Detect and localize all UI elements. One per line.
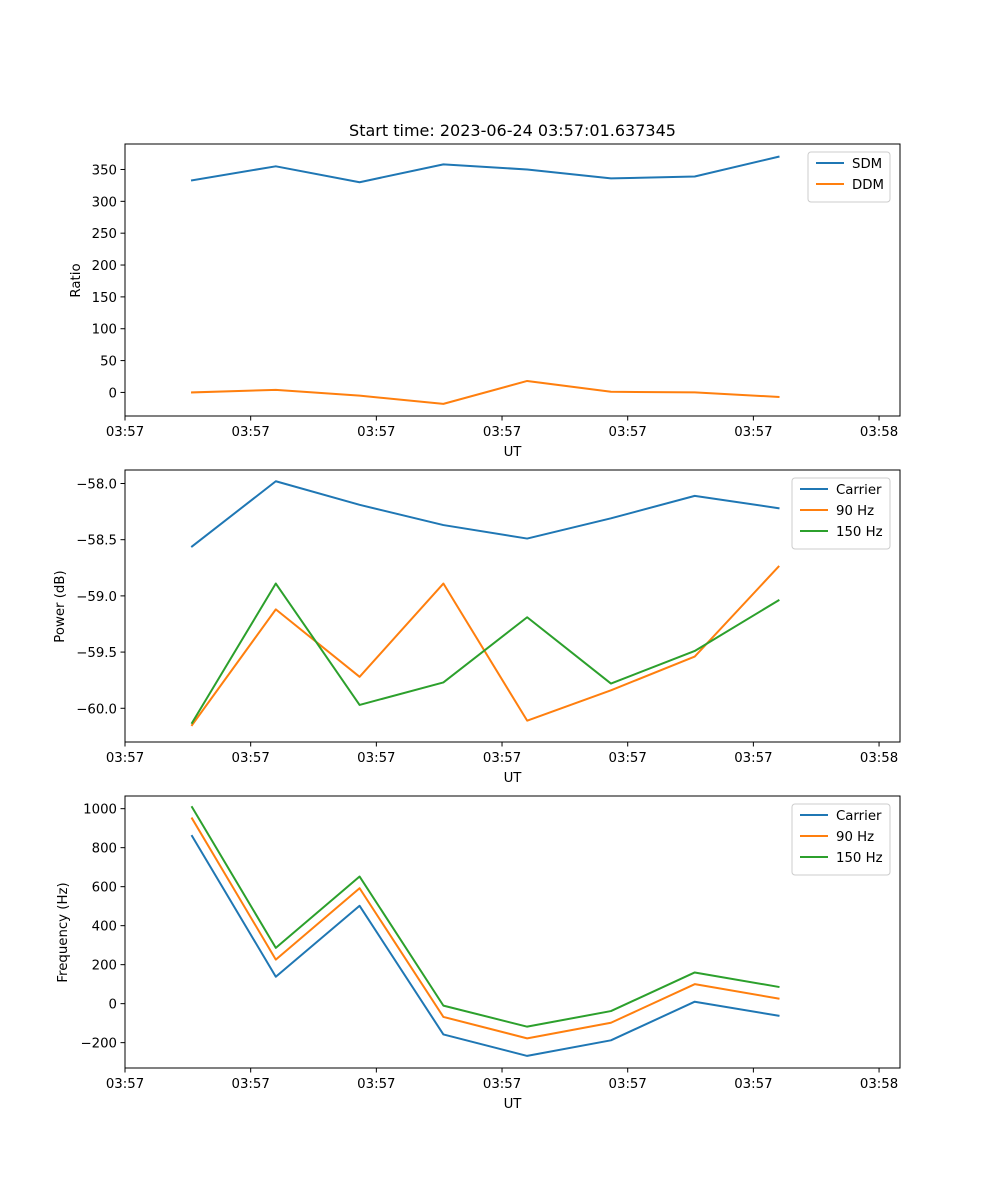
frequency-axes-frame <box>124 795 901 1069</box>
ratio-x-tick-label: 03:58 <box>860 425 898 440</box>
frequency-y-tick-label: 200 <box>92 959 117 974</box>
ratio-x-tick-label: 03:57 <box>357 425 395 440</box>
power-legend-label: 150 Hz <box>836 525 883 540</box>
ratio-legend-box <box>807 151 891 203</box>
power-x-tick-label: 03:57 <box>357 751 395 766</box>
ratio-y-tick-label: 250 <box>92 227 117 242</box>
power-x-axis-label: UT <box>504 771 523 786</box>
ratio-series-ddm-line <box>191 379 780 405</box>
power-y-axis-label: Power (dB) <box>53 570 68 642</box>
power-y-tick-label: −60.0 <box>76 702 117 717</box>
frequency-legend: Carrier 90 Hz 150 Hz <box>791 803 891 876</box>
ratio-y-tick-label: 350 <box>92 163 117 178</box>
ratio-x-tick-label: 03:57 <box>106 425 144 440</box>
power-x-tick-label: 03:57 <box>734 751 772 766</box>
ratio-legend-label: DDM <box>852 178 884 193</box>
power-x-tick-label: 03:57 <box>232 751 270 766</box>
power-y-tick-label: −59.5 <box>76 646 117 661</box>
power-axes-frame <box>124 469 901 743</box>
ratio-axes-frame <box>124 143 901 417</box>
power-y-tick-label: −58.5 <box>76 534 117 549</box>
frequency-legend-label: Carrier <box>836 809 882 824</box>
ratio-y-axis-label: Ratio <box>69 263 84 297</box>
power-legend: Carrier 90 Hz 150 Hz <box>791 477 891 550</box>
ratio-y-tick-label: 50 <box>100 355 117 370</box>
frequency-x-tick-label: 03:57 <box>609 1077 647 1092</box>
ratio-y-tick-label: 100 <box>92 323 117 338</box>
power-x-tick-label: 03:57 <box>483 751 521 766</box>
ratio-panel: 03:57 03:57 03:57 03:57 03:57 03:57 03:58 0 50 10… <box>69 143 901 460</box>
frequency-x-tick-label: 03:57 <box>483 1077 521 1092</box>
power-series-carrier-line <box>190 480 780 548</box>
frequency-y-tick-label: 400 <box>92 920 117 935</box>
power-series-150-hz-line <box>190 582 780 725</box>
power-x-tick-label: 03:57 <box>609 751 647 766</box>
power-x-tick-label: 03:58 <box>860 751 898 766</box>
ratio-y-tick-label: 300 <box>92 195 117 210</box>
frequency-y-tick-label: 800 <box>92 842 117 857</box>
ratio-x-tick-label: 03:57 <box>483 425 521 440</box>
frequency-plot-area: 03:57 03:57 03:57 03:57 03:57 03:57 03:58 −200 0… <box>80 795 901 1092</box>
frequency-x-tick-label: 03:57 <box>734 1077 772 1092</box>
frequency-x-tick-label: 03:57 <box>106 1077 144 1092</box>
power-legend-label: Carrier <box>836 483 882 498</box>
ratio-legend: SDM DDM <box>807 151 891 203</box>
ratio-y-tick-label: 150 <box>92 291 117 306</box>
ratio-legend-label: SDM <box>852 157 882 172</box>
power-plot-area: 03:57 03:57 03:57 03:57 03:57 03:57 03:58 −60.0… <box>76 469 901 766</box>
frequency-x-axis-label: UT <box>504 1097 523 1112</box>
power-y-tick-label: −59.0 <box>76 590 117 605</box>
power-series-90-hz-line <box>190 565 780 727</box>
frequency-legend-label: 150 Hz <box>836 851 883 866</box>
power-panel: 03:57 03:57 03:57 03:57 03:57 03:57 03:58 −60.0… <box>53 469 901 786</box>
figure-title: Start time: 2023-06-24 03:57:01.637345 <box>349 121 676 140</box>
frequency-panel: 03:57 03:57 03:57 03:57 03:57 03:57 03:58 −200 0… <box>56 795 901 1112</box>
ratio-x-axis-label: UT <box>504 445 523 460</box>
ratio-y-tick-label: 200 <box>92 259 117 274</box>
frequency-y-tick-label: 1000 <box>83 803 117 818</box>
frequency-x-tick-label: 03:58 <box>860 1077 898 1092</box>
ratio-x-tick-label: 03:57 <box>609 425 647 440</box>
frequency-y-tick-label: 600 <box>92 881 117 896</box>
frequency-y-tick-label: −200 <box>80 1037 117 1052</box>
frequency-series-90-hz-line <box>190 817 780 1040</box>
frequency-y-tick-label: 0 <box>109 998 117 1013</box>
frequency-series-150-hz-line <box>190 805 780 1028</box>
ratio-y-tick-label: 0 <box>109 386 117 401</box>
power-x-tick-label: 03:57 <box>106 751 144 766</box>
ratio-series-sdm-line <box>190 155 780 184</box>
frequency-legend-label: 90 Hz <box>836 830 874 845</box>
frequency-x-tick-label: 03:57 <box>357 1077 395 1092</box>
power-legend-label: 90 Hz <box>836 504 874 519</box>
frequency-x-tick-label: 03:57 <box>232 1077 270 1092</box>
frequency-y-axis-label: Frequency (Hz) <box>56 882 71 982</box>
power-y-tick-label: −58.0 <box>76 477 117 492</box>
ratio-plot-area: 03:57 03:57 03:57 03:57 03:57 03:57 03:58 0 50 10… <box>92 143 901 440</box>
ratio-x-tick-label: 03:57 <box>734 425 772 440</box>
frequency-series-carrier-line <box>190 834 780 1057</box>
ratio-x-tick-label: 03:57 <box>232 425 270 440</box>
